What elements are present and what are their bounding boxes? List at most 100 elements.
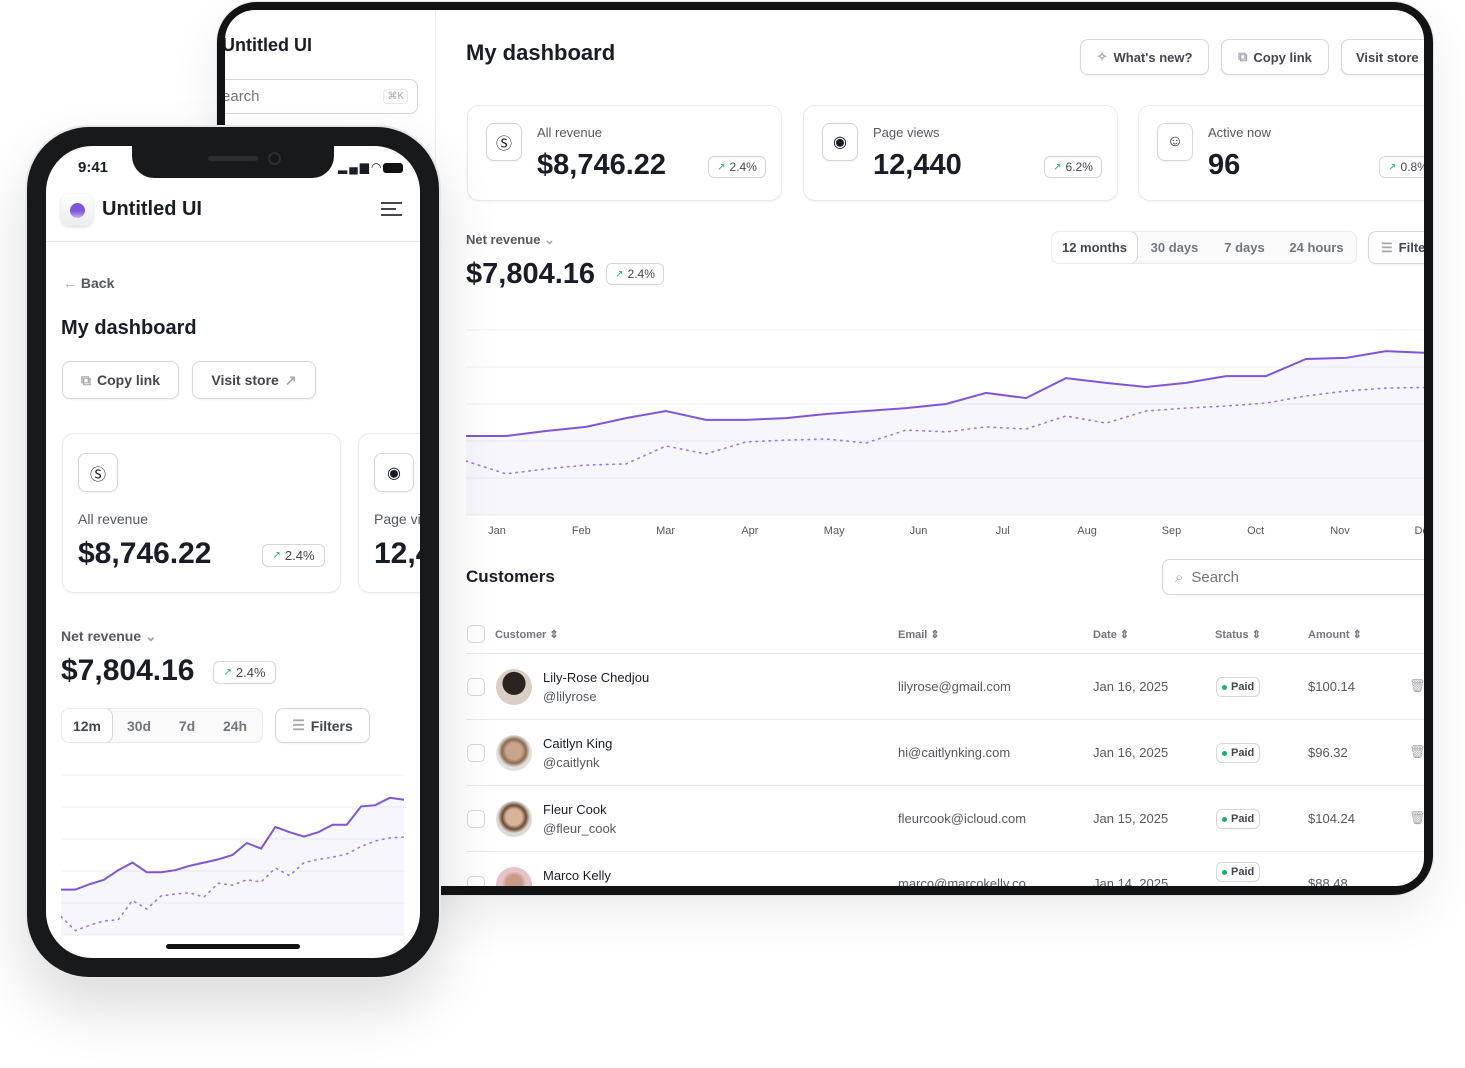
tab-7d[interactable]: 7d [178, 717, 196, 734]
table-row[interactable]: Caitlyn King @caitlynk hi@caitlynking.co… [466, 719, 1424, 785]
column-header-customer[interactable]: Customer ⇕ [495, 628, 559, 641]
phone-net-revenue-chart [61, 774, 404, 936]
net-revenue-value: $7,804.16 [466, 258, 596, 290]
tab-30-days[interactable]: 30 days [1150, 240, 1199, 255]
x-tick-label: Apr [741, 525, 758, 537]
sidebar-search-input[interactable]: Search ⌘K [225, 79, 418, 114]
column-header-email[interactable]: Email ⇕ [898, 628, 940, 641]
stat-card-revenue: Ⓢ All revenue $8,746.22 ↗ 2.4% [467, 105, 782, 201]
select-all-checkbox[interactable] [467, 625, 485, 643]
search-icon: ⌕ [1175, 568, 1184, 586]
stat-card-revenue: Ⓢ All revenue $8,746.22 ↗ 2.4% [62, 433, 341, 593]
avatar [496, 735, 532, 771]
visit-store-button[interactable]: Visit store ↗ [192, 361, 316, 399]
column-header-amount[interactable]: Amount ⇕ [1308, 628, 1362, 641]
column-header-date[interactable]: Date ⇕ [1093, 628, 1129, 641]
x-tick-label: Mar [656, 525, 675, 537]
shortcut-badge: ⌘K [383, 89, 408, 104]
row-checkbox[interactable] [467, 744, 485, 762]
stat-label: Page views [374, 511, 420, 527]
button-label: Copy link [96, 372, 160, 388]
customer-name: Marco Kelly [543, 868, 611, 883]
trash-icon[interactable]: 🗑 [1409, 678, 1424, 693]
tab-12-months[interactable]: 12 months [1052, 232, 1138, 263]
series-line-dotted [61, 836, 404, 932]
filters-button[interactable]: ☰ Filters [1368, 231, 1424, 264]
button-label: Visit store [211, 372, 279, 388]
customer-name: Caitlyn King [543, 736, 613, 751]
status-badge: Paid [1216, 862, 1261, 882]
tab-24-hours[interactable]: 24 hours [1289, 240, 1344, 255]
status-dot [1222, 750, 1227, 756]
column-header-status[interactable]: Status ⇕ [1215, 628, 1261, 641]
sort-icon: ⇕ [549, 629, 559, 641]
stat-value: $8,746.22 [78, 537, 212, 570]
page-title: My dashboard [466, 40, 616, 65]
menu-icon[interactable] [381, 202, 402, 216]
visit-store-button[interactable]: Visit store [1341, 39, 1424, 75]
x-tick-label: Feb [572, 525, 591, 537]
x-tick-label: Sep [1162, 525, 1182, 537]
table-row[interactable]: Marco Kelly marco@marcokelly.co Jan 14, … [466, 851, 1424, 886]
arrow-up-right-icon: ↗ [1388, 161, 1397, 173]
status-badge: Paid [1216, 809, 1261, 829]
tab-7-days[interactable]: 7 days [1224, 240, 1265, 255]
series-line-solid [466, 350, 1424, 437]
net-revenue-value: $7,804.16 [61, 654, 195, 687]
row-checkbox[interactable] [467, 810, 485, 828]
stat-value: 12,440 [873, 149, 962, 181]
row-checkbox[interactable] [467, 876, 485, 886]
x-tick-label: Oct [1247, 525, 1264, 537]
tab-12m[interactable]: 12m [62, 709, 113, 742]
change-badge: ↗ 2.4% [606, 263, 664, 285]
net-revenue-chart: Jan Feb Mar Apr May Jun Jul Aug Sep Oct Nov Dec [466, 329, 1424, 537]
change-badge: ↗ 2.4% [213, 661, 276, 684]
table-row[interactable]: Lily-Rose Chedjou @lilyrose lilyrose@gma… [466, 653, 1424, 719]
range-tabs: 12 months 30 days 7 days 24 hours [1051, 231, 1357, 264]
copy-link-button[interactable]: ⧉ Copy link [62, 361, 179, 399]
dollar-circle-icon: Ⓢ [78, 453, 118, 492]
tab-24h[interactable]: 24h [222, 717, 248, 734]
copy-link-button[interactable]: ⧉ Copy link [1221, 39, 1329, 75]
customer-email: fleurcook@icloud.com [898, 811, 1027, 826]
stat-value: $8,746.22 [537, 149, 667, 181]
button-label: Visit store [1356, 49, 1419, 65]
row-checkbox[interactable] [467, 678, 485, 696]
series-area [466, 351, 1424, 515]
filters-button[interactable]: ☰ Filters [275, 708, 370, 743]
stat-label: All revenue [537, 125, 603, 140]
status-dot [1222, 869, 1227, 875]
status-label: Paid [1231, 747, 1255, 759]
change-value: 2.4% [627, 267, 655, 281]
tab-30d[interactable]: 30d [126, 717, 152, 734]
phone-screen: 9:41 ▂▄▆◠ Untitled UI ← Back My dashboar… [46, 146, 420, 958]
net-revenue-dropdown[interactable]: Net revenue ⌄ [466, 232, 555, 248]
whats-new-button[interactable]: ✧ What's new? [1080, 39, 1209, 75]
series-line-dotted [466, 386, 1424, 475]
status-dot [1222, 816, 1227, 822]
x-tick-label: Jan [488, 525, 506, 537]
customer-handle: @lilyrose [543, 689, 597, 704]
customers-search-input[interactable]: ⌕ Search [1162, 559, 1424, 595]
net-revenue-dropdown[interactable]: Net revenue ⌄ [61, 628, 157, 645]
brand-logo [61, 194, 93, 226]
back-link[interactable]: ← Back [63, 275, 114, 291]
wifi-icon: ◠ [370, 160, 384, 174]
filter-lines-icon: ☰ [1381, 239, 1393, 255]
table-row[interactable]: Fleur Cook @fleur_cook fleurcook@icloud.… [466, 785, 1424, 851]
phone-page-title: My dashboard [61, 317, 197, 339]
customer-email: marco@marcokelly.co [898, 876, 1026, 886]
sort-icon: ⇕ [930, 629, 940, 641]
stat-label: Active now [1208, 125, 1271, 140]
status-badge: Paid [1216, 743, 1261, 763]
chevron-down-icon: ⌄ [145, 628, 157, 644]
arrow-left-icon: ← [63, 275, 77, 291]
trash-icon[interactable]: 🗑 [1409, 810, 1424, 825]
series-area [61, 797, 404, 935]
change-value: 6.2% [1065, 160, 1093, 174]
net-revenue-label: Net revenue [61, 628, 142, 644]
customer-date: Jan 16, 2025 [1093, 679, 1169, 694]
trash-icon[interactable]: 🗑 [1409, 744, 1424, 759]
customer-date: Jan 15, 2025 [1093, 811, 1169, 826]
eye-icon: ◉ [374, 453, 414, 492]
